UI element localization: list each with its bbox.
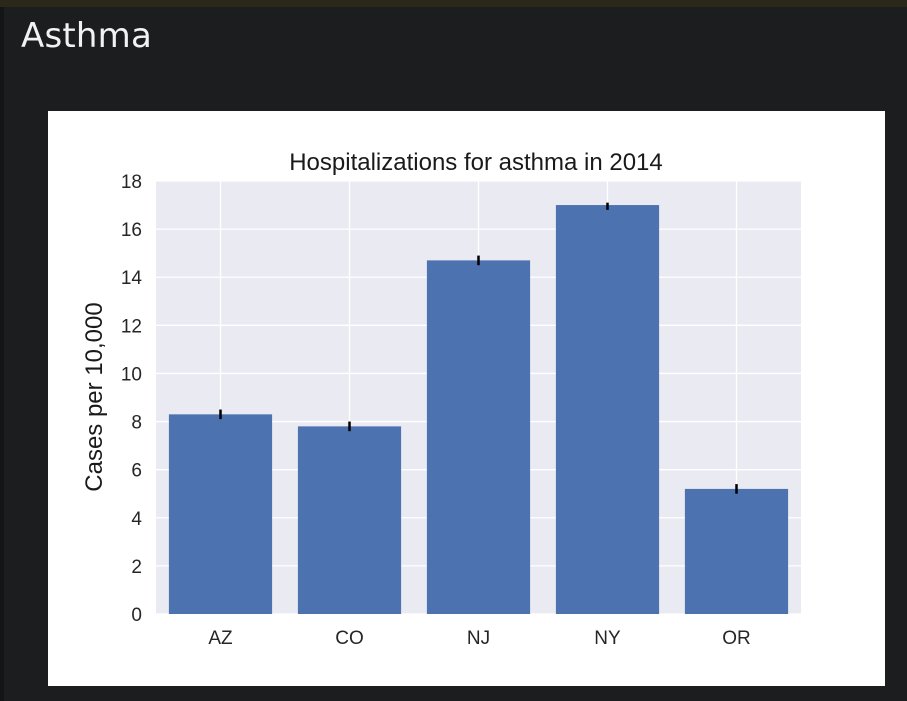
y-tick-label: 6: [131, 461, 142, 482]
y-tick-label: 18: [121, 172, 142, 193]
bar-co: [297, 426, 402, 614]
page-title: Asthma: [21, 16, 153, 56]
bar-nj: [426, 260, 531, 614]
bar-ny: [555, 205, 660, 615]
x-tick-label: CO: [335, 628, 364, 649]
x-tick-label: NJ: [467, 628, 490, 649]
x-tick-label: AZ: [208, 628, 233, 649]
x-tick-label: OR: [722, 628, 751, 649]
y-axis-ticks: 0 2 4 6 8 10 12 14 16 18: [121, 172, 143, 626]
y-axis-label: Cases per 10,000: [81, 302, 108, 491]
bar-chart: Hospitalizations for asthma in 2014 0 2 4 6…: [81, 149, 801, 649]
x-tick-label: NY: [594, 628, 621, 649]
y-tick-label: 12: [121, 316, 142, 337]
chart-title: Hospitalizations for asthma in 2014: [289, 149, 663, 176]
y-tick-label: 10: [121, 364, 142, 385]
bar-az: [168, 414, 273, 614]
y-tick-label: 4: [131, 509, 142, 530]
y-tick-label: 14: [121, 268, 143, 289]
error-bars: [219, 202, 738, 494]
y-tick-label: 16: [121, 220, 142, 241]
bar-or: [684, 488, 789, 614]
y-tick-label: 2: [131, 557, 142, 578]
chart-panel: Hospitalizations for asthma in 2014 0 2 4 6…: [48, 111, 885, 686]
bars: [168, 205, 789, 615]
y-tick-label: 8: [131, 413, 142, 434]
y-tick-label: 0: [131, 605, 142, 626]
window-left-edge: [0, 7, 4, 701]
window-top-strip: [0, 0, 907, 7]
x-axis-ticks: AZ CO NJ NY OR: [208, 628, 750, 649]
